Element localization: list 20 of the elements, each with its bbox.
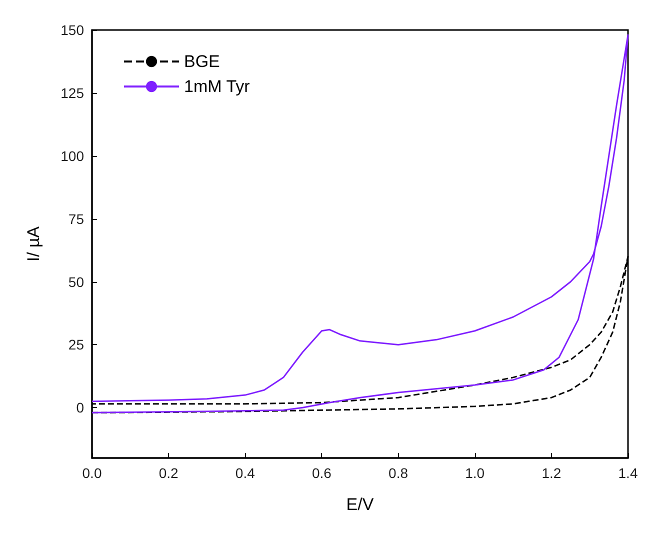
x-tick-label: 0.8 (388, 465, 408, 481)
line-series (91, 34, 629, 414)
x-tick-label: 0.4 (235, 465, 256, 481)
y-tick-label: 150 (60, 22, 84, 38)
x-tick-label: 0.6 (312, 465, 332, 481)
y-tick-label: 100 (60, 148, 84, 164)
x-tick-label: 0.0 (82, 465, 102, 481)
y-tick-label: 125 (60, 84, 84, 101)
x-axis-title: E/V (346, 495, 374, 514)
y-tick-label: 75 (68, 210, 84, 227)
x-tick-label: 0.2 (158, 465, 179, 481)
y-tick-label: 25 (68, 336, 84, 353)
legend-label: 1mM Tyr (184, 77, 250, 96)
y-axis-title: I/ µA (24, 226, 43, 262)
legend-label: BGE (184, 52, 220, 71)
x-tick-label: 1.2 (542, 465, 562, 481)
x-tick-label: 1.0 (465, 465, 485, 481)
y-tick-label: 50 (68, 274, 84, 290)
y-tick-label: 0 (76, 400, 84, 416)
x-tick-label: 1.4 (618, 465, 638, 481)
